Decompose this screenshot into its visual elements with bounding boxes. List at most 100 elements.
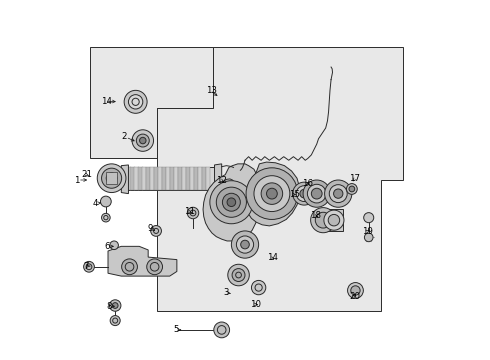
Circle shape	[147, 259, 163, 275]
Bar	[182, 167, 186, 190]
Circle shape	[307, 184, 326, 203]
Circle shape	[311, 188, 322, 199]
Bar	[166, 167, 170, 190]
Circle shape	[324, 210, 344, 230]
Bar	[186, 167, 190, 190]
Circle shape	[347, 283, 364, 298]
Circle shape	[136, 134, 149, 147]
Circle shape	[296, 186, 312, 202]
Circle shape	[231, 231, 259, 258]
Text: 16: 16	[302, 179, 313, 188]
Circle shape	[124, 90, 147, 113]
Circle shape	[329, 185, 347, 203]
Polygon shape	[245, 162, 299, 226]
Text: 14: 14	[267, 253, 277, 262]
Circle shape	[349, 186, 355, 192]
Circle shape	[210, 181, 253, 224]
Bar	[154, 167, 158, 190]
Bar	[194, 167, 198, 190]
Polygon shape	[122, 165, 128, 194]
Text: 14: 14	[101, 96, 112, 105]
Circle shape	[214, 322, 230, 338]
Bar	[134, 167, 139, 190]
Circle shape	[324, 180, 352, 207]
Circle shape	[346, 184, 357, 194]
Circle shape	[365, 233, 373, 242]
Circle shape	[187, 207, 199, 219]
Circle shape	[315, 212, 331, 228]
Text: 10: 10	[250, 300, 261, 309]
Circle shape	[246, 168, 298, 220]
Bar	[205, 167, 210, 190]
Circle shape	[84, 261, 95, 272]
Bar	[130, 167, 135, 190]
Text: 2: 2	[122, 132, 127, 141]
Text: 1: 1	[74, 176, 79, 185]
Bar	[190, 167, 194, 190]
Text: 9: 9	[147, 224, 153, 233]
Circle shape	[300, 189, 309, 198]
Text: 7: 7	[83, 262, 88, 271]
Bar	[138, 167, 143, 190]
Bar	[162, 167, 166, 190]
Bar	[178, 167, 182, 190]
Bar	[170, 167, 174, 190]
Circle shape	[110, 316, 120, 325]
Text: 20: 20	[349, 292, 360, 301]
Circle shape	[254, 176, 290, 212]
Bar	[299, 185, 343, 202]
Text: 12: 12	[216, 176, 227, 185]
Circle shape	[311, 208, 336, 233]
Circle shape	[110, 241, 119, 249]
Circle shape	[227, 198, 236, 207]
Circle shape	[100, 196, 111, 207]
Circle shape	[216, 187, 246, 217]
Text: 19: 19	[362, 228, 372, 237]
Circle shape	[351, 286, 360, 295]
Circle shape	[106, 173, 117, 184]
Polygon shape	[215, 164, 221, 194]
Circle shape	[101, 168, 122, 188]
Polygon shape	[90, 47, 213, 158]
Polygon shape	[157, 47, 403, 311]
Text: 21: 21	[82, 170, 93, 179]
Text: 3: 3	[223, 288, 229, 297]
Circle shape	[151, 226, 161, 236]
Bar	[197, 167, 202, 190]
Circle shape	[97, 164, 126, 193]
Circle shape	[267, 188, 277, 199]
Text: 15: 15	[289, 190, 300, 199]
Circle shape	[109, 300, 121, 311]
Bar	[150, 167, 154, 190]
Circle shape	[128, 95, 143, 109]
Bar	[174, 167, 178, 190]
Text: 8: 8	[106, 302, 112, 311]
Text: 13: 13	[205, 86, 217, 95]
Polygon shape	[108, 246, 177, 276]
Text: 17: 17	[349, 174, 360, 183]
Circle shape	[132, 130, 153, 151]
Circle shape	[222, 193, 240, 211]
Text: 4: 4	[93, 199, 98, 208]
Circle shape	[236, 236, 254, 253]
Bar	[158, 167, 162, 190]
Circle shape	[303, 180, 330, 207]
Circle shape	[232, 269, 245, 282]
Bar	[323, 210, 343, 231]
Circle shape	[140, 137, 146, 144]
Circle shape	[364, 213, 374, 223]
Circle shape	[122, 259, 137, 275]
Circle shape	[241, 240, 249, 249]
Circle shape	[328, 215, 340, 226]
Bar	[122, 167, 126, 190]
Text: 6: 6	[104, 242, 110, 251]
Bar	[126, 167, 131, 190]
Circle shape	[261, 183, 283, 204]
Circle shape	[293, 182, 316, 205]
Text: 5: 5	[173, 325, 179, 334]
Circle shape	[251, 280, 266, 295]
Bar	[201, 167, 206, 190]
Bar	[122, 167, 215, 190]
Circle shape	[101, 213, 110, 222]
Bar	[142, 167, 147, 190]
